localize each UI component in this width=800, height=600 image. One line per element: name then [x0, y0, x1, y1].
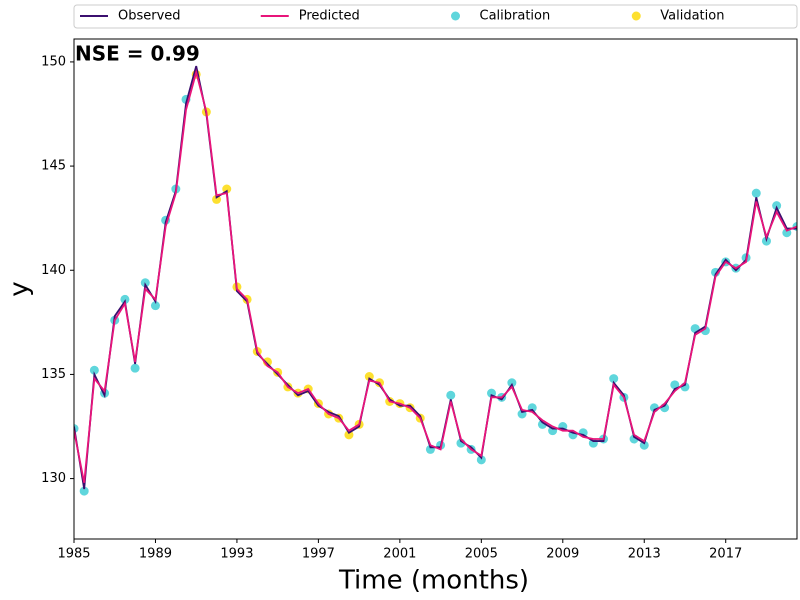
scatter-point: [507, 378, 517, 388]
y-tick-label: 140: [41, 263, 66, 278]
legend-box: [73, 4, 798, 29]
scatter-point: [364, 372, 374, 381]
legend-label: Validation: [660, 9, 724, 24]
x-tick-label: 2009: [546, 547, 579, 562]
scatter-point: [79, 486, 89, 496]
scatter-point: [670, 380, 680, 390]
scatter-point: [344, 430, 354, 440]
plot-frame: [73, 38, 798, 540]
scatter-point: [150, 301, 160, 311]
x-tick-label: 1985: [57, 547, 90, 562]
scatter-point: [476, 455, 486, 465]
scatter-point: [609, 374, 619, 384]
scatter-point: [120, 294, 130, 304]
annotation: NSE = 0.99: [75, 42, 200, 66]
scatter-point: [89, 365, 99, 375]
scatter-point: [446, 390, 456, 400]
x-tick-label: 2001: [383, 547, 416, 562]
scatter-point: [639, 440, 649, 450]
x-tick-label: 1993: [220, 547, 253, 562]
legend-label: Predicted: [299, 9, 360, 24]
x-axis-label: Time (months): [338, 566, 529, 596]
legend-label: Observed: [118, 9, 181, 24]
line: [74, 68, 797, 483]
y-tick-label: 145: [41, 159, 66, 174]
legend-label: Calibration: [480, 9, 551, 24]
line: [74, 65, 797, 490]
scatter-point: [212, 194, 222, 204]
y-tick-label: 130: [41, 471, 66, 486]
x-tick-label: 1989: [139, 547, 172, 562]
scatter-point: [130, 363, 140, 373]
scatter-point: [140, 278, 150, 288]
legend-marker: [451, 11, 460, 21]
x-tick-label: 2005: [465, 547, 498, 562]
scatter-point: [772, 201, 782, 211]
y-axis-label: y: [5, 281, 35, 296]
legend-marker: [631, 11, 641, 21]
scatter-point: [222, 184, 232, 194]
y-tick-label: 135: [41, 367, 66, 382]
x-tick-label: 2017: [709, 547, 742, 562]
x-tick-label: 1997: [302, 547, 335, 562]
y-tick-label: 150: [41, 54, 66, 69]
x-tick-label: 2013: [628, 547, 661, 562]
scatter-point: [751, 188, 761, 198]
